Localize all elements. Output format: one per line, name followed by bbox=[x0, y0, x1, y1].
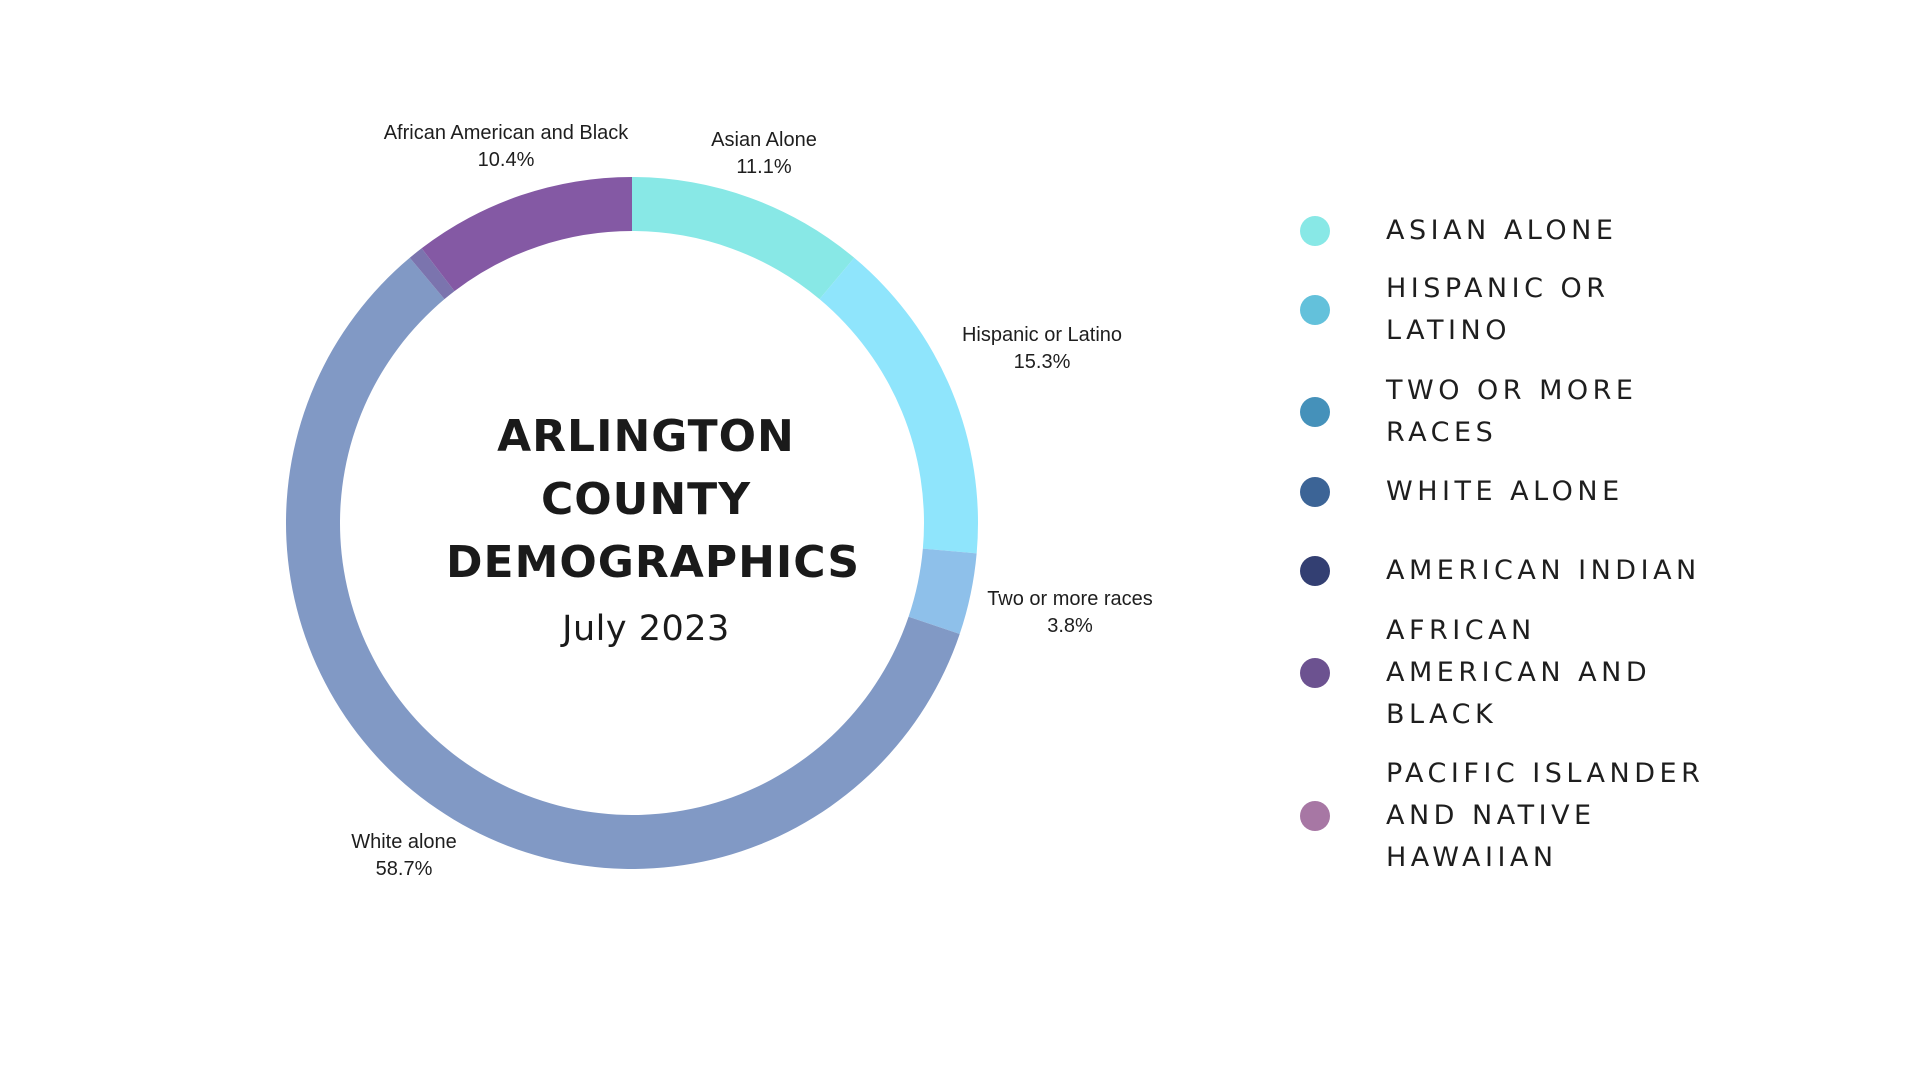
legend-label-line: AFRICAN bbox=[1386, 615, 1536, 646]
legend-swatch bbox=[1300, 658, 1330, 688]
slice-label-name: Asian Alone bbox=[711, 129, 817, 151]
slice-label-value: 58.7% bbox=[375, 858, 433, 880]
legend-label-line: ASIAN ALONE bbox=[1386, 215, 1618, 246]
legend-label-line: AMERICAN AND bbox=[1386, 657, 1652, 688]
legend-label-line: PACIFIC ISLANDER bbox=[1386, 758, 1705, 789]
slice-label-name: Hispanic or Latino bbox=[961, 324, 1123, 346]
donut-slice bbox=[421, 177, 632, 292]
slice-label: Asian Alone 11.1% bbox=[711, 127, 817, 181]
legend-swatch bbox=[1300, 397, 1330, 427]
legend-label-line: BLACK bbox=[1386, 699, 1498, 730]
chart-title-line: ARLINGTON bbox=[497, 411, 795, 462]
donut-slice bbox=[285, 257, 960, 869]
donut-slice bbox=[409, 248, 455, 300]
legend-label-line: AND NATIVE bbox=[1386, 800, 1596, 831]
donut-slice bbox=[632, 177, 855, 300]
slice-label: Two or more races 3.8% bbox=[987, 586, 1153, 640]
legend-label-line: WHITE ALONE bbox=[1386, 476, 1624, 507]
legend-swatch bbox=[1300, 801, 1330, 831]
slice-label-value: 3.8% bbox=[1047, 615, 1093, 637]
slice-label: White alone 58.7% bbox=[351, 829, 457, 883]
chart-title-line: DEMOGRAPHICS bbox=[446, 537, 861, 588]
legend-label: HISPANIC OR LATINO bbox=[1386, 268, 1786, 352]
chart-title-line: COUNTY bbox=[540, 474, 752, 525]
legend-swatch bbox=[1300, 556, 1330, 586]
slice-label-value: 10.4% bbox=[477, 149, 535, 171]
slice-label-name: White alone bbox=[351, 831, 457, 853]
legend-swatch bbox=[1300, 295, 1330, 325]
donut-slice bbox=[819, 257, 978, 554]
legend-label-line: LATINO bbox=[1386, 315, 1511, 346]
legend-label-line: TWO OR MORE bbox=[1386, 375, 1638, 406]
legend-label-line: HISPANIC OR bbox=[1386, 273, 1610, 304]
chart-subtitle: July 2023 bbox=[562, 609, 730, 649]
legend-label-line: RACES bbox=[1386, 417, 1498, 448]
donut-slice bbox=[908, 548, 977, 635]
slice-label-value: 11.1% bbox=[736, 156, 792, 178]
legend-label: ASIAN ALONE bbox=[1386, 210, 1786, 252]
legend-label: TWO OR MORE RACES bbox=[1386, 370, 1786, 454]
chart-title: ARLINGTON COUNTY DEMOGRAPHICS bbox=[446, 405, 861, 594]
slice-label: Hispanic or Latino 15.3% bbox=[962, 322, 1122, 376]
legend-label: PACIFIC ISLANDER AND NATIVE HAWAIIAN bbox=[1386, 753, 1786, 879]
legend-label: AFRICAN AMERICAN AND BLACK bbox=[1386, 610, 1786, 736]
legend-swatch bbox=[1300, 477, 1330, 507]
legend-label: WHITE ALONE bbox=[1386, 471, 1786, 513]
slice-label: African American and Black 10.4% bbox=[384, 120, 629, 174]
legend-swatch bbox=[1300, 216, 1330, 246]
legend-label: AMERICAN INDIAN bbox=[1386, 550, 1786, 592]
legend-label-line: HAWAIIAN bbox=[1386, 842, 1558, 873]
slice-label-name: Two or more races bbox=[987, 588, 1153, 610]
slice-label-value: 15.3% bbox=[1013, 351, 1071, 373]
legend-label-line: AMERICAN INDIAN bbox=[1386, 555, 1701, 586]
slice-label-name: African American and Black bbox=[383, 122, 629, 144]
legend: ASIAN ALONE HISPANIC OR LATINO TWO OR MORE R… bbox=[1300, 0, 1860, 1080]
